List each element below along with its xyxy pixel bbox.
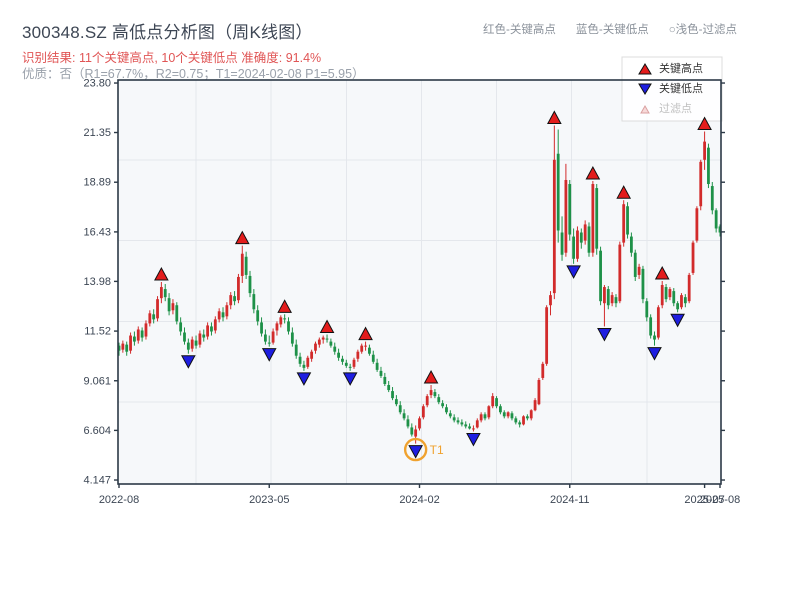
quality-summary-text: 优质：否（R1=67.7%，R2=0.75；T1=2024-02-08 P1=5… [22,67,365,81]
header-legend-key-low: 蓝色-关键低点 [575,24,649,36]
key-high-marker [154,266,169,281]
header-color-legend: 红色-关键高点 蓝色-关键低点 ○浅色-过滤点 [483,21,737,37]
header-legend-filtered: ○浅色-过滤点 [668,24,737,36]
key-low-marker [342,372,358,386]
y-tick-label: 13.98 [83,276,111,288]
key-high-marker [234,230,250,245]
y-tick-label: 4.147 [83,475,111,487]
x-tick-label: 2025-08 [700,494,740,506]
key-low-marker [466,432,481,447]
key-high-marker [585,165,601,180]
y-tick-label: 23.80 [83,78,111,90]
y-tick-label: 9.061 [83,375,111,387]
key-low-marker [181,355,196,369]
key-high-marker [697,116,712,131]
key-point-markers: T1 [154,110,712,462]
recognition-result-text: 识别结果: 11个关键高点, 10个关键低点 准确度: 91.4% [22,51,322,65]
y-tick-label: 16.43 [83,226,111,238]
key-low-marker [597,327,612,342]
key-low-marker [408,445,423,459]
x-tick-label: 2024-02 [399,494,439,506]
legend-frame [621,56,723,122]
y-tick-label: 21.35 [83,127,111,139]
key-low-marker [296,372,312,386]
x-tick-label: 2023-05 [249,494,289,506]
key-low-marker [566,265,581,279]
page-title: 300348.SZ 高低点分析图（周K线图） [22,23,313,42]
key-high-marker [358,326,373,341]
key-high-marker [277,299,292,313]
key-high-marker [547,110,562,124]
key-low-marker [670,313,685,328]
key-high-marker [319,319,335,334]
t1-ring [403,437,428,462]
axis-ticks-and-labels: 23.80 21.35 18.89 16.43 13.98 11.52 9.061 6.604… [83,78,740,506]
x-tick-label: 2022-08 [99,494,139,506]
gridlines [118,80,721,484]
header-legend-key-high: 红色-关键高点 [483,24,556,36]
y-tick-label: 6.604 [83,425,111,437]
key-low-marker [261,348,277,362]
candles-layer [117,125,722,444]
key-high-marker [654,265,670,280]
x-tick-label: 2025-07 [684,494,724,506]
x-tick-label: 2024-11 [550,494,590,506]
key-high-marker [616,185,632,199]
key-low-marker [647,347,662,361]
y-tick-label: 11.52 [84,326,111,338]
key-high-marker [423,369,439,384]
y-tick-label: 18.89 [83,177,111,189]
t1-label: T1 [430,443,444,457]
